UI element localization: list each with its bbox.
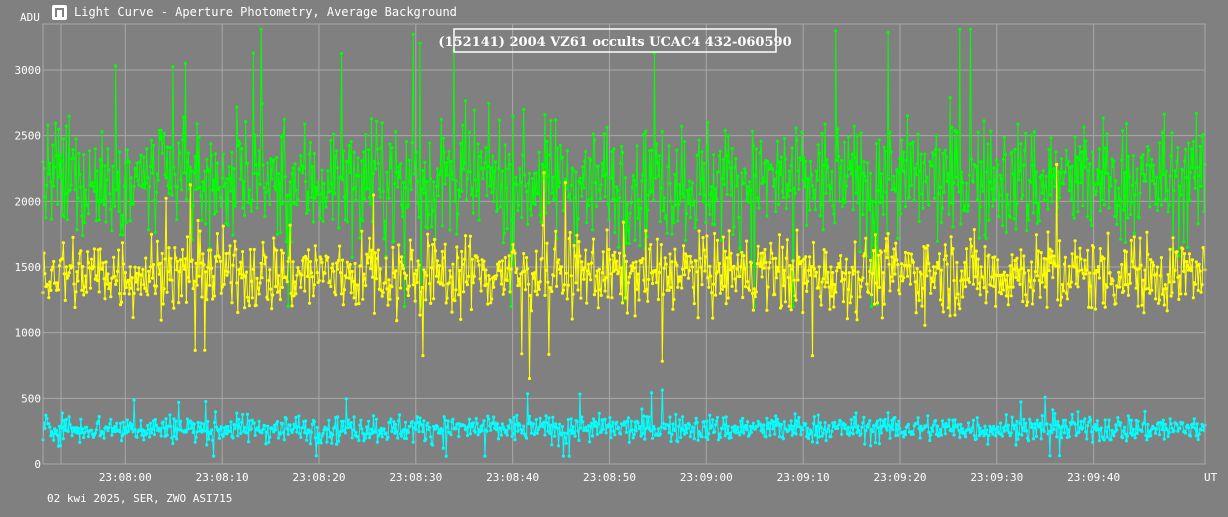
- y-tick-label: 3000: [15, 64, 42, 77]
- series-line: [42, 390, 1206, 457]
- y-tick-label: 2500: [15, 130, 42, 143]
- series-group: [41, 27, 1207, 309]
- data-series: [41, 27, 1207, 458]
- chart-title-box: (152141) 2004 VZ61 occults UCAC4 432-060…: [438, 28, 792, 53]
- x-tick-label: 23:09:00: [680, 471, 733, 484]
- x-tick-label: 23:08:00: [99, 471, 152, 484]
- chart-title: (152141) 2004 VZ61 occults UCAC4 432-060…: [438, 35, 791, 50]
- y-axis-label: ADU: [20, 11, 40, 24]
- plot-frame: [42, 23, 1206, 465]
- x-tick-label: 23:08:50: [583, 471, 636, 484]
- x-tick-label: 23:08:30: [389, 471, 442, 484]
- x-tick-label: 23:09:10: [777, 471, 830, 484]
- y-tick-label: 2000: [15, 195, 42, 208]
- x-tick-label: 23:09:20: [873, 471, 926, 484]
- series-line: [42, 164, 1206, 379]
- axes: 23:08:00 23:08:10 23:08:20 23:08:30 23:08:40…: [15, 23, 1206, 484]
- x-axis-label: UT: [1204, 471, 1218, 484]
- light-curve-app-icon: [52, 4, 67, 20]
- window-title: Light Curve - Aperture Photometry, Avera…: [74, 5, 457, 19]
- series-line: [42, 29, 1206, 307]
- series-group: [41, 162, 1207, 381]
- series-markers: [41, 388, 1207, 458]
- y-tick-label: 1500: [15, 261, 42, 274]
- x-tick-label: 23:09:40: [1067, 471, 1120, 484]
- title-bar: Light Curve - Aperture Photometry, Avera…: [52, 3, 457, 21]
- x-tick-label: 23:08:40: [486, 471, 539, 484]
- x-tick-label: 23:09:30: [970, 471, 1023, 484]
- x-tick-label: 23:08:10: [196, 471, 249, 484]
- x-tick-label: 23:08:20: [292, 471, 345, 484]
- y-tick-label: 0: [34, 458, 41, 471]
- chart-title-frame: [453, 28, 777, 53]
- series-group: [41, 388, 1207, 458]
- footer-info: 02 kwi 2025, SER, ZWO ASI715: [47, 492, 233, 505]
- y-tick-label: 500: [21, 392, 41, 405]
- y-tick-label: 1000: [15, 327, 42, 340]
